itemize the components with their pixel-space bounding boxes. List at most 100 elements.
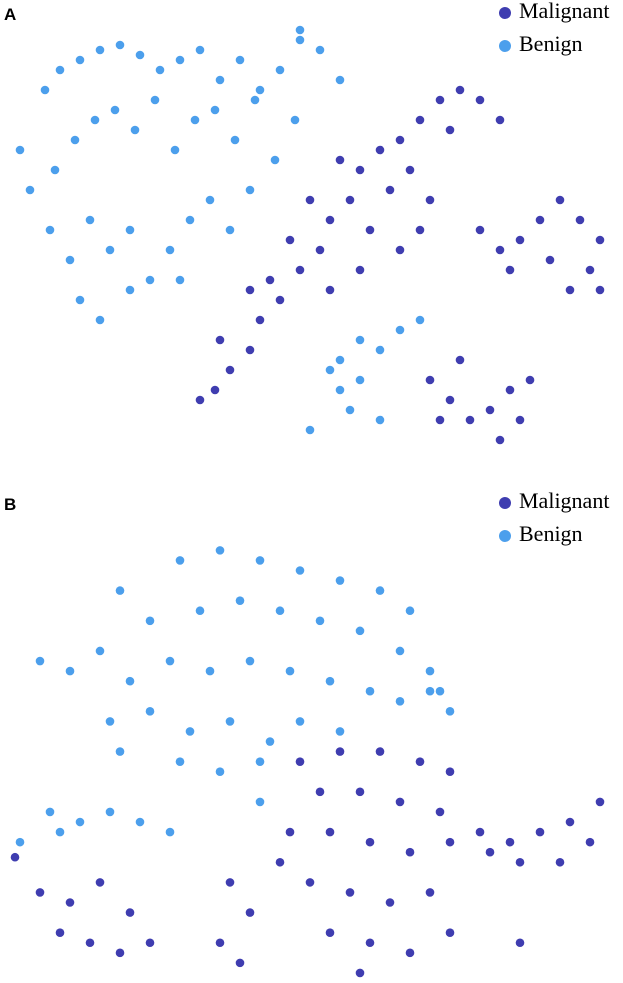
point — [75, 55, 85, 65]
point — [115, 586, 125, 595]
point — [405, 606, 415, 616]
point — [45, 807, 55, 817]
point — [395, 325, 405, 335]
point — [555, 195, 565, 205]
point — [35, 656, 45, 666]
point — [165, 827, 175, 837]
point — [465, 415, 475, 425]
point — [305, 425, 315, 435]
point — [35, 888, 45, 897]
point — [225, 878, 235, 887]
point — [445, 395, 455, 405]
point — [365, 837, 375, 847]
point — [335, 385, 345, 395]
point — [295, 35, 305, 45]
point — [515, 857, 525, 867]
point — [405, 948, 415, 958]
point — [215, 546, 225, 555]
point — [255, 757, 265, 766]
point — [455, 355, 465, 365]
point — [50, 165, 60, 175]
point — [435, 415, 445, 425]
legend-marker — [499, 530, 511, 542]
point — [375, 415, 385, 425]
point — [365, 938, 375, 948]
point — [445, 837, 455, 847]
point — [395, 245, 405, 255]
point — [125, 908, 135, 917]
point — [210, 385, 220, 395]
point — [215, 767, 225, 777]
point — [535, 215, 545, 225]
point — [255, 797, 265, 807]
point — [315, 245, 325, 255]
point — [55, 928, 65, 937]
point — [495, 115, 505, 125]
point — [125, 676, 135, 686]
point — [335, 576, 345, 585]
point — [515, 235, 525, 245]
point — [535, 827, 545, 837]
point — [175, 55, 185, 65]
point — [355, 335, 365, 345]
point — [90, 115, 100, 125]
point — [365, 686, 375, 696]
point — [175, 275, 185, 285]
point — [515, 415, 525, 425]
point — [115, 40, 125, 50]
point — [245, 285, 255, 295]
point — [595, 797, 605, 807]
point — [575, 215, 585, 225]
point — [265, 737, 275, 746]
point — [395, 135, 405, 145]
legend-label: Benign — [519, 521, 583, 546]
point — [375, 345, 385, 355]
point — [375, 747, 385, 756]
point — [255, 85, 265, 95]
point — [185, 215, 195, 225]
point — [170, 145, 180, 155]
point — [595, 235, 605, 245]
point — [485, 847, 495, 857]
point — [285, 235, 295, 245]
point — [245, 345, 255, 355]
point — [415, 225, 425, 235]
point — [65, 898, 75, 907]
point — [230, 135, 240, 145]
point — [355, 265, 365, 275]
panel-label: A — [4, 5, 16, 24]
point — [335, 75, 345, 85]
point — [345, 405, 355, 415]
point — [335, 155, 345, 165]
point — [485, 405, 495, 415]
point — [315, 787, 325, 797]
point — [585, 837, 595, 847]
point — [325, 285, 335, 295]
point — [175, 757, 185, 766]
point — [275, 606, 285, 616]
point — [295, 566, 305, 575]
point — [95, 878, 105, 887]
point — [235, 958, 245, 968]
point — [305, 878, 315, 887]
point — [95, 646, 105, 656]
point — [85, 215, 95, 225]
point — [215, 75, 225, 85]
point — [335, 727, 345, 736]
point — [195, 395, 205, 405]
point — [290, 115, 300, 125]
legend-label: Benign — [519, 31, 583, 56]
point — [505, 385, 515, 395]
point — [245, 908, 255, 917]
legend-label: Malignant — [519, 0, 609, 23]
point — [215, 938, 225, 948]
point — [375, 586, 385, 595]
point — [205, 666, 215, 676]
point — [415, 115, 425, 125]
point — [75, 295, 85, 305]
point — [25, 185, 35, 195]
point — [70, 135, 80, 145]
point — [565, 285, 575, 295]
point — [10, 852, 20, 862]
point — [315, 616, 325, 626]
